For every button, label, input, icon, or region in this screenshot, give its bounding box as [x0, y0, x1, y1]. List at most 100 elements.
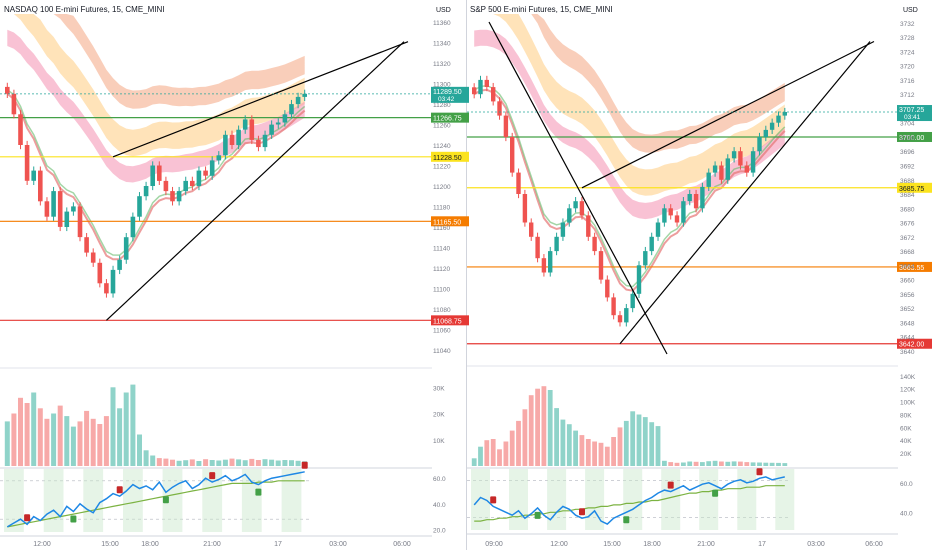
nq-volume-bar	[110, 387, 116, 467]
nq-candle-body	[229, 134, 235, 145]
nq-candle-body	[163, 180, 169, 192]
es-level-label-green: 3700.00	[899, 135, 924, 142]
es-candle-body	[738, 151, 743, 166]
nq-volume-bar	[64, 416, 70, 466]
nq-rsi-line	[6, 471, 305, 528]
nq-rsi-zone	[83, 469, 104, 532]
nq-volume-bar	[90, 418, 96, 467]
nq-rsi-signal-marker	[116, 486, 123, 494]
es-rsi-signal-marker	[623, 516, 630, 524]
es-volume-bar	[687, 461, 693, 466]
es-candle-body	[706, 172, 711, 187]
es-rsi-tick: 60.0	[900, 481, 913, 488]
nq-level-tag-green	[431, 112, 469, 123]
nq-volume-bar	[143, 450, 149, 467]
nq-salmon-ribbon	[7, 14, 305, 109]
nq-time-tick: 12:00	[33, 541, 51, 548]
es-rsi-signal-marker	[534, 511, 541, 519]
nq-volume-bar	[203, 459, 209, 466]
es-time-tick: 03:00	[807, 541, 825, 548]
es-price-tick: 3660	[900, 278, 915, 285]
es-volume-bar	[662, 460, 667, 466]
es-volume-bar	[763, 462, 769, 466]
es-price-tick: 3712	[900, 92, 915, 99]
nq-volume-bar	[170, 459, 175, 466]
es-rsi-zone	[623, 469, 643, 530]
es-candle-body	[700, 186, 705, 209]
es-candle-body	[605, 279, 610, 298]
nq-candle-body	[256, 139, 261, 148]
es-candle-body	[503, 115, 509, 137]
nq-volume-bar	[236, 459, 242, 466]
es-candle-body	[636, 265, 642, 294]
nq-time-tick: 18:00	[141, 541, 159, 548]
nq-level-label-red: 11068.75	[433, 318, 462, 325]
nq-rsi-zone	[202, 469, 223, 532]
nq-candle-body	[143, 186, 149, 197]
es-volume-bar	[706, 461, 712, 466]
nq-price-tick: 11060	[433, 327, 451, 334]
es-candle-body	[535, 236, 540, 259]
nq-candle-body	[11, 93, 17, 115]
nq-price-tick: 11120	[433, 266, 450, 273]
es-candle-body	[744, 165, 749, 173]
es-volume-bar	[604, 446, 610, 466]
es-price-tick: 3648	[900, 320, 915, 327]
es-candle-body	[491, 87, 496, 102]
nq-wedge-upper-line	[112, 41, 409, 158]
es-volume-bar	[693, 461, 699, 466]
es-candle-body	[763, 129, 768, 137]
nq-candle-body	[64, 211, 70, 227]
es-volume-bar	[757, 462, 762, 466]
es-rsi-line	[473, 476, 785, 525]
nq-time-tick: 15:00	[101, 541, 119, 548]
es-price-tick: 3696	[900, 149, 915, 156]
nq-candle-body	[44, 201, 50, 217]
es-candle-body	[750, 151, 756, 173]
nq-candle-body	[117, 259, 122, 270]
es-rsi-ma-line	[474, 485, 785, 522]
nq-volume-bar	[249, 458, 255, 466]
es-ema-fast-line	[473, 88, 786, 292]
es-candle-body	[643, 251, 648, 266]
nq-price-tick: 11200	[433, 184, 451, 191]
nq-candle-body	[71, 206, 76, 212]
es-price-tick: 3652	[900, 306, 915, 313]
es-volume-tick: 40K	[900, 438, 912, 445]
es-volume-bar	[681, 462, 686, 466]
es-volume-tick: 80K	[900, 413, 912, 420]
es-candle-body	[554, 236, 559, 252]
nq-rsi-tick: 60.0	[433, 476, 446, 483]
es-rsi-zone	[471, 469, 490, 530]
currency-label-left: USD	[436, 7, 451, 14]
es-candle-body	[725, 158, 730, 180]
es-candle-body	[497, 101, 502, 116]
nq-volume-bar	[229, 458, 235, 466]
nq-volume-bar	[163, 458, 169, 466]
es-time-tick: 21:00	[697, 541, 715, 548]
nq-price-tick: 11260	[433, 123, 451, 130]
es-price-tick: 3724	[900, 49, 915, 56]
es-level-label-red: 3642.00	[899, 342, 924, 349]
es-price-tick: 3644	[900, 335, 915, 342]
es-volume-bar	[617, 427, 623, 466]
nq-level-tag-orange	[431, 216, 469, 227]
es-volume-tick: 20K	[900, 451, 912, 458]
es-volume-bar	[668, 462, 674, 466]
es-salmon-ribbon	[474, 14, 785, 153]
es-ema-slow-line	[473, 84, 786, 288]
es-volume-bar	[497, 449, 502, 466]
es-candle-body	[712, 165, 718, 173]
es-candle-body	[630, 293, 635, 309]
nq-price-tick: 11080	[433, 307, 451, 314]
es-time-tick: 18:00	[643, 541, 661, 548]
nq-volume-bar	[269, 459, 275, 466]
es-volume-bar	[630, 411, 636, 466]
es-candle-body	[560, 222, 566, 237]
es-rsi-zone	[699, 469, 719, 530]
nq-volume-bar	[130, 384, 136, 466]
es-candle-body	[681, 201, 686, 223]
nq-time-tick: 17	[274, 541, 282, 548]
nq-price-tick: 11220	[433, 164, 451, 171]
